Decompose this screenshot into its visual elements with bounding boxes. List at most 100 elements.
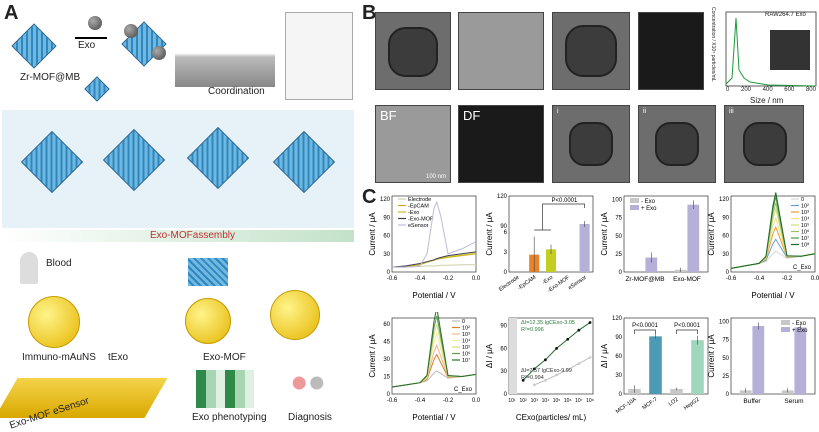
y-tick-label: 6: [504, 230, 508, 236]
data-point: [566, 368, 570, 372]
p-value: P<0.0001: [552, 198, 579, 204]
legend-label: 10²: [462, 326, 470, 332]
y-axis-label: Current / μA: [707, 212, 716, 256]
image-label: i: [557, 108, 559, 115]
plot-frame: [623, 317, 709, 395]
chart-dpv-concentration-2: 0 15 30 45 60 Current / μA Potential / V -0.6 -0…: [368, 312, 480, 422]
person-icon: [20, 252, 38, 284]
legend-title: C_Exo: [454, 387, 473, 393]
p-value: P<0.0001: [674, 323, 701, 329]
y-tick-label: 0: [504, 270, 508, 276]
legend-label: 10⁷: [801, 235, 809, 242]
assembly-arrow: [2, 230, 354, 242]
legend-label: + Exo: [792, 328, 808, 334]
fit-equation: ΔI=12.35 lgCExo-3.05: [521, 320, 575, 326]
x-tick-label: MCF-10A: [615, 397, 638, 416]
y-tick-label: 120: [612, 316, 623, 322]
texo-label: tExo: [108, 352, 129, 363]
panel-a-label: A: [4, 2, 19, 24]
data-point: [544, 358, 547, 362]
y-tick-label: 100: [612, 198, 623, 204]
legend-swatch: [781, 320, 790, 325]
series-line: [392, 200, 477, 268]
y-axis-label: Current / μA: [485, 212, 494, 256]
legend-label: Electrode: [408, 197, 431, 203]
x-tick-label: -0.6: [387, 276, 398, 282]
x-axis-label: Potential / V: [412, 413, 456, 422]
bf-image: BF 100 nm: [375, 105, 451, 183]
y-tick-label: 0: [504, 392, 508, 398]
x-tick-label: 0.0: [472, 398, 480, 404]
tem-image-3: [552, 12, 630, 90]
zr-mof-crystal: [84, 76, 110, 102]
y-tick-label: 45: [383, 339, 390, 345]
x-tick-label: Buffer: [743, 398, 761, 405]
plot-frame: [623, 195, 709, 273]
image-label: iii: [729, 108, 734, 115]
chart-dpv-concentration: 0 30 60 90 120 Current / μA Potential / V -0.6 -…: [707, 192, 819, 300]
image-label: ii: [643, 108, 647, 115]
zr-mof-crystal: [11, 23, 57, 69]
data-point: [566, 337, 570, 341]
series-line: [391, 312, 477, 388]
series-line: [391, 251, 477, 268]
panel-b-label: B: [362, 2, 377, 24]
x-axis-label: CExo(particles/ mL): [516, 413, 587, 422]
legend-label: 10⁶: [801, 229, 809, 236]
y-tick-label: 3: [504, 250, 508, 256]
legend-label: 10³: [462, 332, 470, 338]
y-tick-label: 15: [383, 374, 390, 380]
x-tick-label: Serum: [784, 398, 803, 405]
coordination-label: Coordination: [208, 86, 265, 97]
bar: [649, 336, 662, 394]
legend-label: - Exo: [641, 199, 656, 205]
y-tick-label: 50: [615, 234, 622, 240]
nta-curve: [725, 17, 817, 87]
legend-label: 10²: [801, 204, 809, 210]
x-axis-label: Potential / V: [412, 291, 456, 300]
y-tick-label: 90: [383, 215, 390, 221]
legend-label: 10⁷: [462, 357, 470, 364]
y-tick-label: 90: [722, 215, 729, 221]
blood-label: Blood: [46, 258, 72, 269]
data-point: [532, 367, 536, 371]
x-tick-label: Zr-MOF@MB: [625, 276, 664, 283]
phenotyping-label: Exo phenotyping: [192, 412, 267, 423]
y-axis-label: Current / μA: [600, 212, 609, 256]
legend-label: + Exo: [641, 206, 657, 212]
x-tick-label: MCF-7: [641, 397, 658, 412]
bar: [691, 340, 704, 394]
y-tick-label: 30: [383, 252, 390, 258]
tem-image-2: [458, 12, 544, 90]
y-tick-label: 120: [719, 197, 730, 203]
x-tick-label: 0.0: [811, 276, 819, 282]
exosome-icon: [124, 24, 138, 38]
x-tick-label: 10⁸: [586, 398, 594, 404]
immuno-label: Immuno-mAuNS: [22, 352, 96, 363]
r-squared: R²=0.996: [521, 327, 544, 333]
x-tick-label: LO2: [668, 397, 680, 408]
legend-label: 10³: [801, 210, 809, 216]
tick: 200: [740, 87, 751, 93]
legend-label: 10⁴: [462, 338, 471, 345]
coordination-chemistry-inset: [285, 12, 353, 100]
gold-nanostar: [28, 296, 80, 348]
x-tick-label: Electrode: [498, 275, 520, 293]
series-line: [391, 370, 477, 388]
series-line: [730, 192, 816, 269]
y-tick-label: 100: [719, 320, 730, 326]
legend-swatch: [630, 198, 639, 203]
legend-label: 10⁵: [801, 222, 809, 229]
bar: [794, 327, 807, 394]
bf-label: BF: [380, 108, 397, 123]
y-axis-label: ΔI / μA: [485, 343, 494, 368]
x-tick-label: 10³: [531, 398, 539, 404]
x-tick-label: 10⁵: [553, 398, 561, 404]
y-tick-label: 90: [500, 324, 507, 330]
tick: 400: [762, 87, 773, 93]
x-tick-label: -0.2: [443, 398, 454, 404]
exosome-icon: [88, 16, 102, 30]
legend-label: 10⁶: [462, 351, 470, 358]
df-image: DF: [458, 105, 544, 183]
